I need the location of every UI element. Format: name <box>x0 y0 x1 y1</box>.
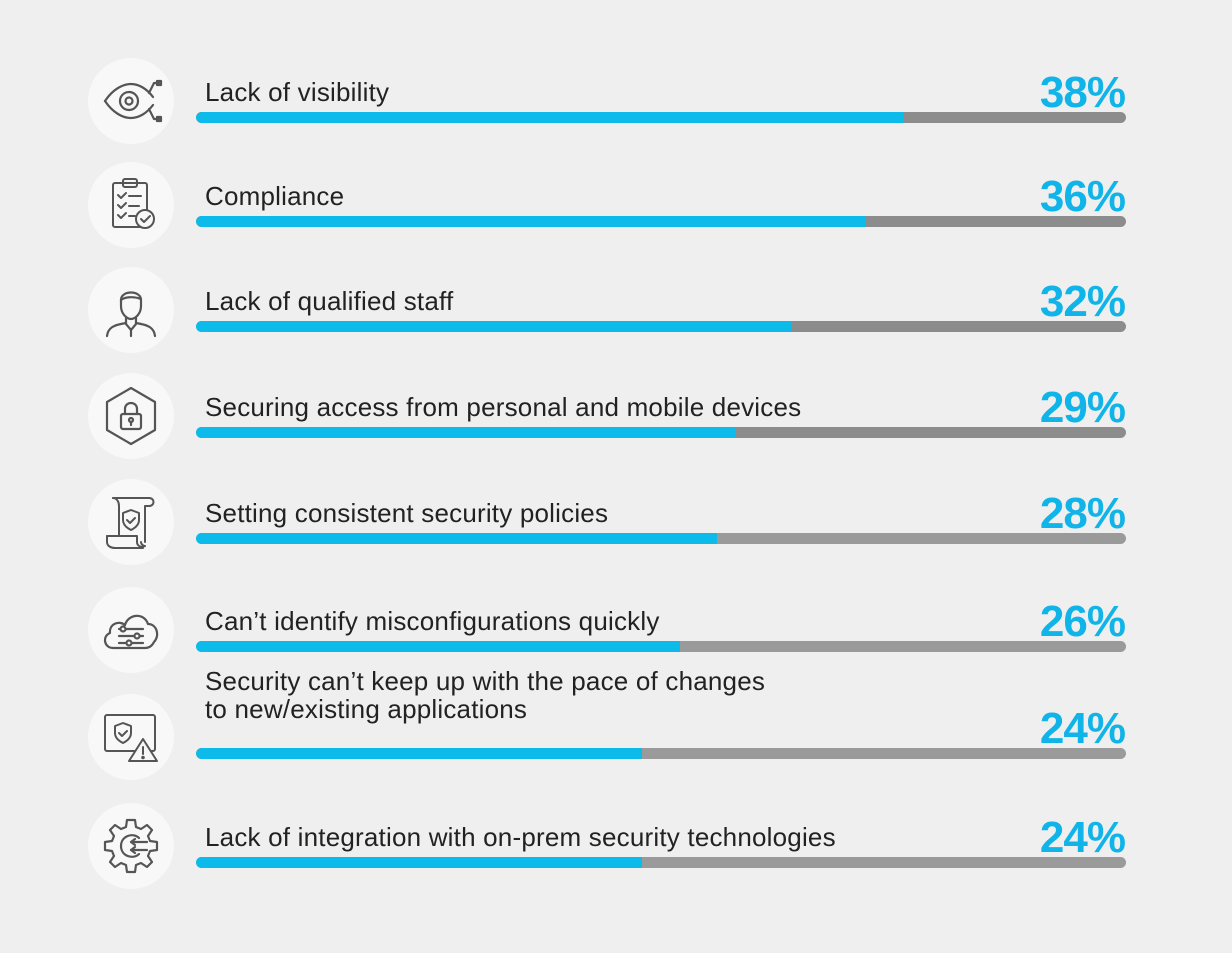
chart-row: Lack of visibility 38% <box>0 48 1232 158</box>
data-label: 26% <box>1039 597 1126 646</box>
chart-row: Lack of integration with on-prem securit… <box>0 793 1232 903</box>
bar <box>196 748 643 759</box>
bar-track <box>196 427 1126 438</box>
clipboard-check-icon <box>88 162 174 248</box>
bar-track <box>196 748 1126 759</box>
bar <box>196 641 680 652</box>
chart-row: Lack of qualified staff 32% <box>0 257 1232 367</box>
gear-integration-icon <box>88 803 174 889</box>
bar <box>196 216 866 227</box>
category-label: Lack of visibility <box>205 77 390 107</box>
bar-track <box>196 533 1126 544</box>
chart-row: Security can’t keep up with the pace of … <box>0 667 1232 794</box>
bar <box>196 427 736 438</box>
bar-track <box>196 112 1126 123</box>
chart-row: Compliance 36% <box>0 152 1232 262</box>
category-label: Compliance <box>205 181 345 211</box>
data-label: 29% <box>1039 383 1126 432</box>
scroll-shield-icon <box>88 479 174 565</box>
bar <box>196 112 903 123</box>
category-label: Lack of qualified staff <box>205 286 454 316</box>
monitor-shield-warning-icon <box>88 694 174 780</box>
category-label: Securing access from personal and mobile… <box>205 392 802 422</box>
bar-track <box>196 857 1126 868</box>
category-label: to new/existing applications <box>205 694 528 724</box>
category-label: Setting consistent security policies <box>205 498 609 528</box>
bar-track <box>196 321 1126 332</box>
bar-track <box>196 216 1126 227</box>
data-label: 24% <box>1039 704 1126 753</box>
chart-row: Setting consistent security policies 28% <box>0 469 1232 579</box>
data-label: 38% <box>1039 68 1126 117</box>
category-label: Lack of integration with on-prem securit… <box>205 822 836 852</box>
eye-network-icon <box>88 58 174 144</box>
chart-row: Can’t identify misconfigurations quickly… <box>0 577 1232 687</box>
data-label: 32% <box>1039 277 1126 326</box>
cloud-sliders-icon <box>88 587 174 673</box>
category-label: Security can’t keep up with the pace of … <box>205 666 766 696</box>
data-label: 36% <box>1039 172 1126 221</box>
data-label: 24% <box>1039 813 1126 862</box>
bar-track <box>196 641 1126 652</box>
bar <box>196 321 792 332</box>
category-label: Can’t identify misconfigurations quickly <box>205 606 660 636</box>
data-label: 28% <box>1039 489 1126 538</box>
chart-row: Securing access from personal and mobile… <box>0 363 1232 473</box>
bar <box>196 857 643 868</box>
hexagon-lock-icon <box>88 373 174 459</box>
person-staff-icon <box>88 267 174 353</box>
bar <box>196 533 717 544</box>
